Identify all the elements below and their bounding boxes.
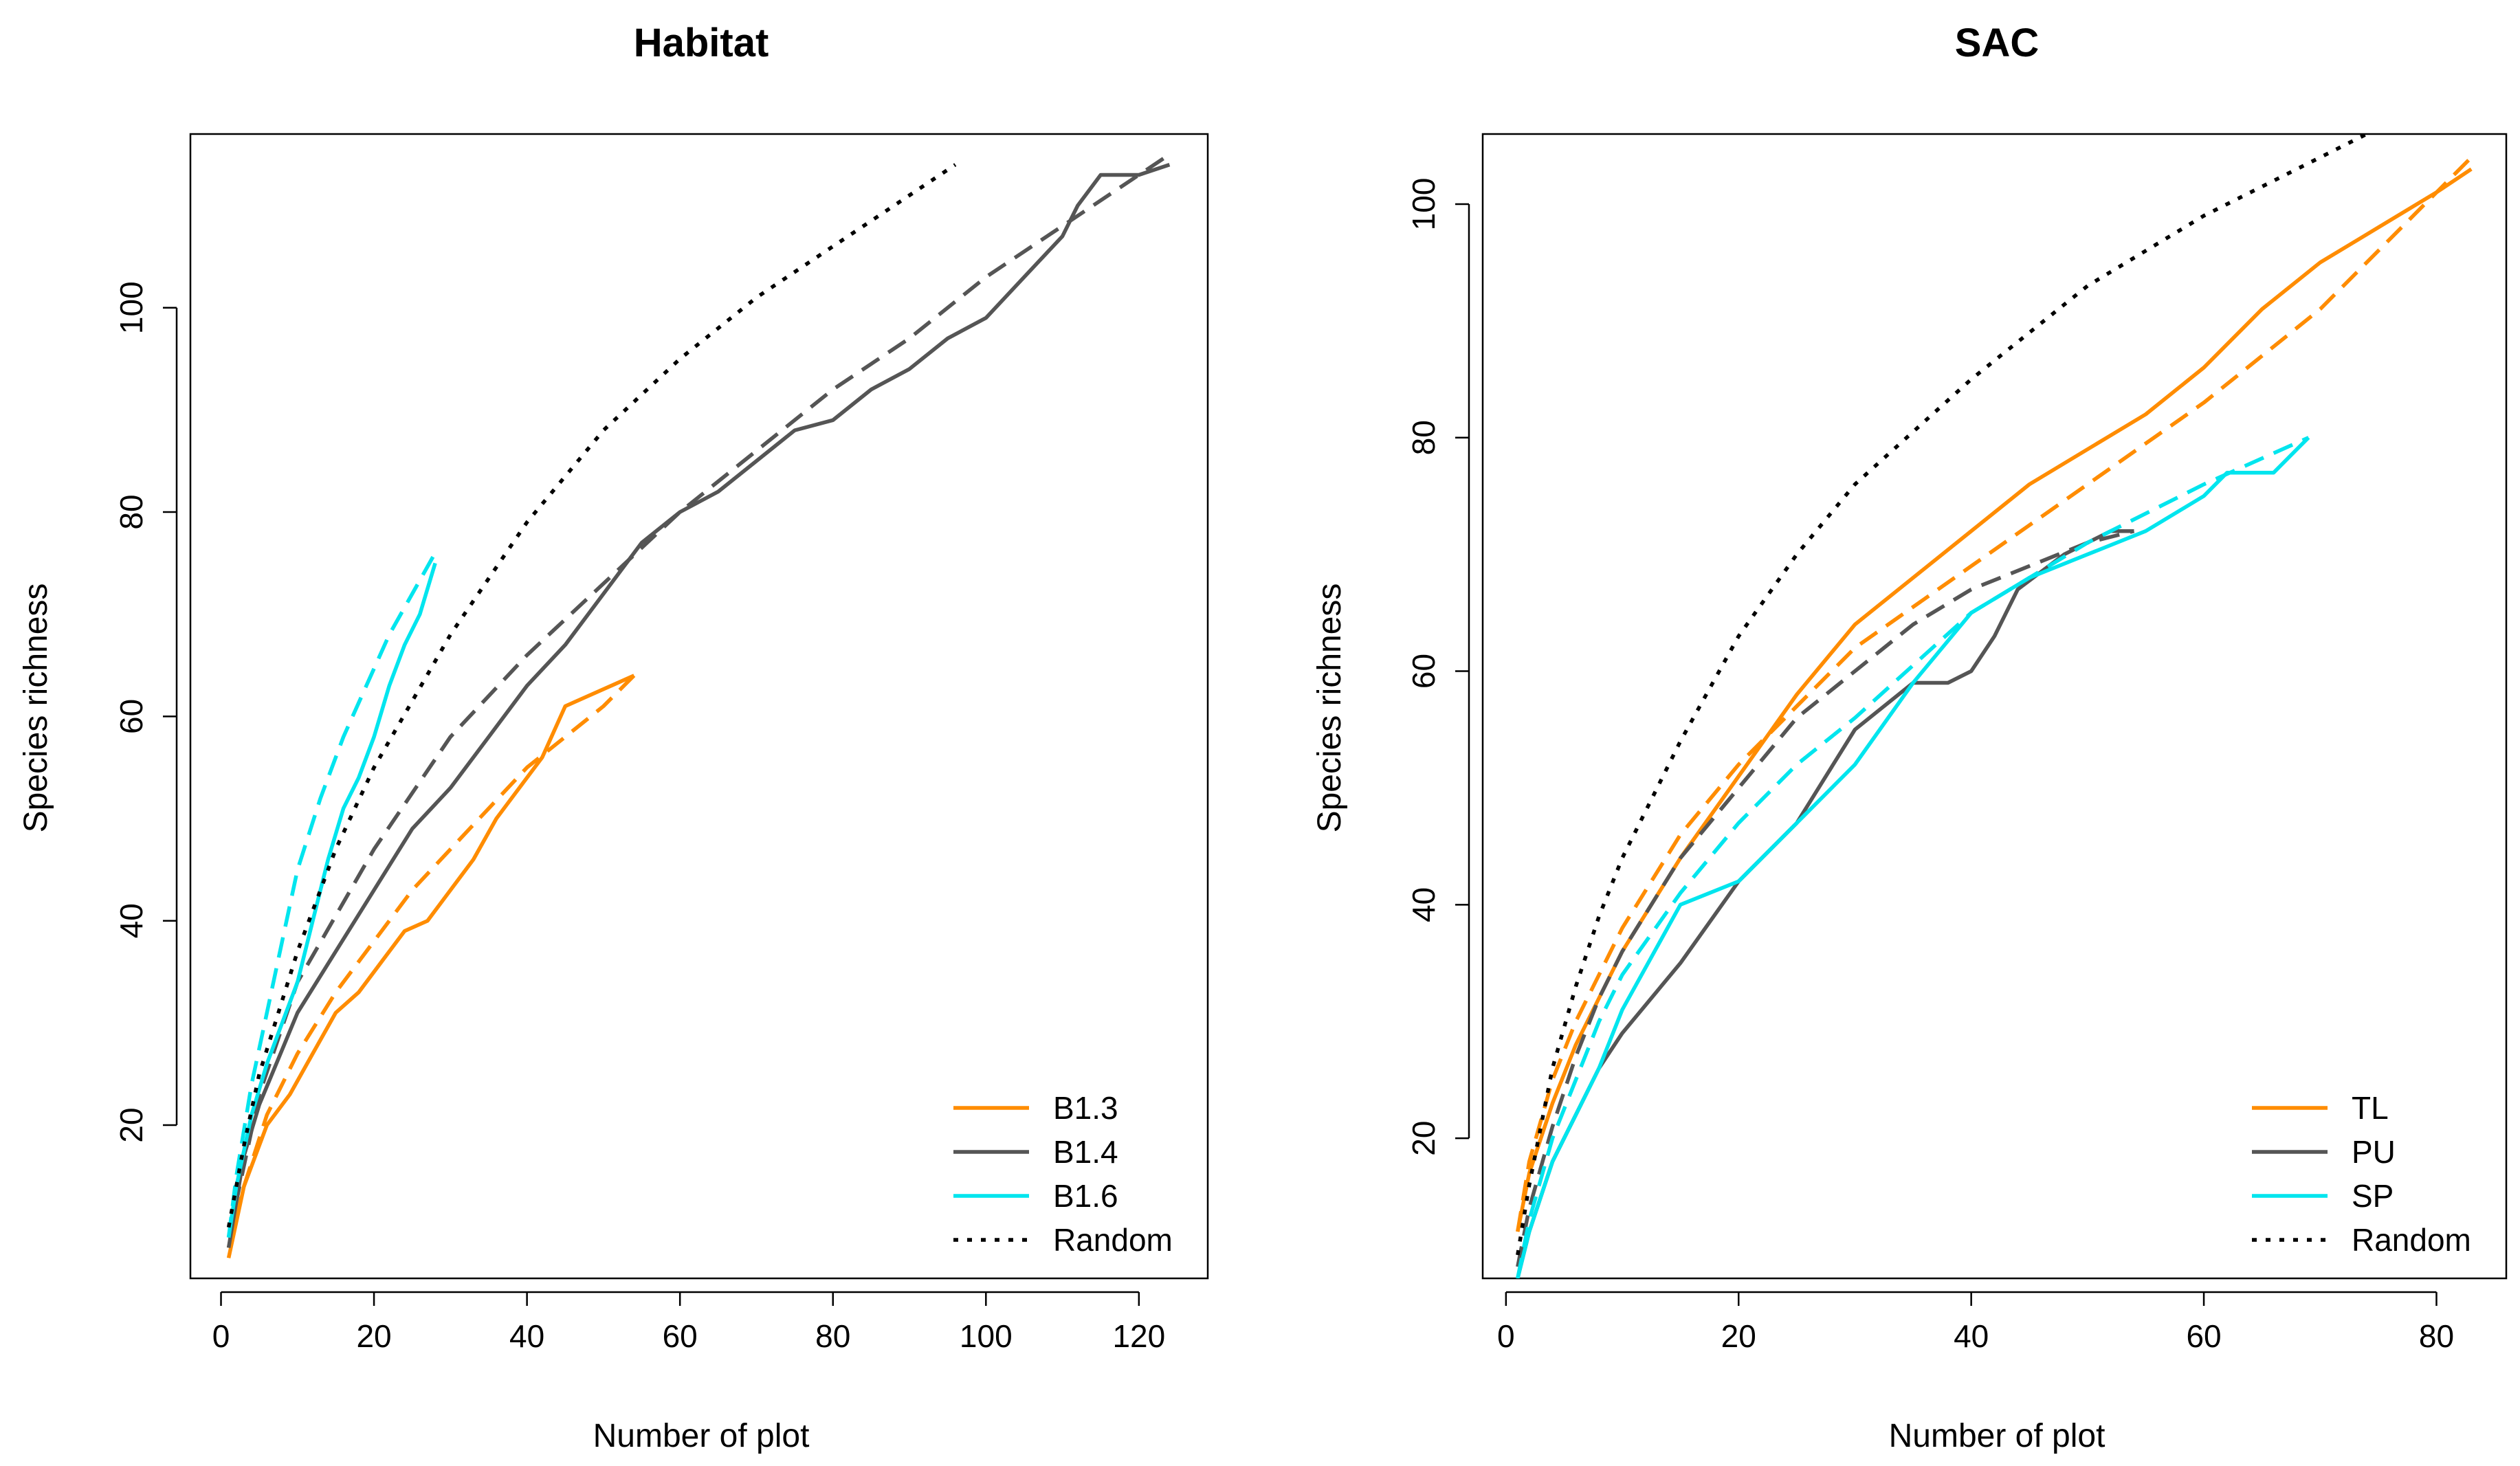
panel-habitat-x-tick-label: 0 [212,1318,230,1354]
panel-sac-series-group [1516,134,2473,1278]
panel-habitat-ylabel: Species richness [18,584,54,833]
panel-sac-xlabel: Number of plot [1889,1418,2105,1454]
panel-habitat: Habitat Number of plot Species richness [18,21,809,1454]
panel-sac-legend-label-random: Random [2352,1222,2471,1258]
panel-habitat-y-tick-label: 100 [113,281,149,334]
panel-habitat-xlabel: Number of plot [593,1418,810,1454]
panel-sac-x-tick-label: 20 [1721,1318,1756,1354]
panel-sac-series-tl [1516,167,2473,1232]
panel-habitat-legend-label-b1-4: B1.4 [1053,1134,1118,1170]
panel-sac-x-tick-label: 40 [1954,1318,1989,1354]
panel-sac-x-tick-label: 60 [2186,1318,2221,1354]
panel-sac-series-pu-fit [1516,529,2135,1267]
panel-sac-series-random [1516,134,2372,1256]
panel-habitat-legend-label-random: Random [1053,1222,1173,1258]
panel-sac-series-tl-fit [1516,156,2473,1232]
panel-sac: SAC Number of plot Species richness [1312,21,2105,1454]
panel-sac-y-tick-label: 20 [1406,1121,1441,1156]
panel-habitat-series-b1-4 [226,162,1171,1248]
panel-habitat-title: Habitat [634,21,769,65]
panel-habitat-x-tick-label: 80 [815,1318,850,1354]
panel-sac-series-pu [1516,529,2134,1278]
panel-sac-y-tick-label: 80 [1406,420,1441,455]
panel-habitat-series-b1-6-fit [226,552,437,1238]
panel-habitat-series-random [226,163,957,1228]
panel-sac-legend-label-tl: TL [2352,1090,2389,1126]
panel-habitat-series-group [226,153,1171,1258]
panel-habitat-x-tick-label: 20 [356,1318,391,1354]
panel-sac-y-tick-label: 60 [1406,654,1441,689]
panel-habitat-y-tick-label: 40 [113,903,149,938]
panel-sac-legend-label-pu: PU [2352,1134,2396,1170]
panel-habitat-series-b1-3 [226,674,635,1258]
panel-sac-ylabel: Species richness [1312,584,1348,833]
panel-habitat-series-b1-6 [226,562,437,1238]
panel-sac-y-tick-label: 100 [1406,178,1441,231]
panel-habitat-x-tick-label: 100 [960,1318,1013,1354]
panel-sac-title: SAC [1955,21,2039,65]
panel-habitat-x-tick-label: 60 [663,1318,698,1354]
panel-habitat-series-b1-4-fit [226,153,1171,1239]
panel-habitat-x-tick-label: 120 [1112,1318,1165,1354]
panel-sac-y-tick-label: 40 [1406,887,1441,922]
panel-habitat-y-tick-label: 20 [113,1107,149,1142]
panel-sac-series-sp [1516,436,2310,1278]
panel-sac-series-sp-fit [1516,436,2310,1278]
panel-habitat-plot-frame [189,133,1209,1280]
panel-habitat-y-tick-label: 60 [113,699,149,734]
panel-habitat-legend-label-b1-3: B1.3 [1053,1090,1118,1126]
panel-habitat-series-b1-3-fit [226,674,636,1249]
panel-habitat-legend-label-b1-6: B1.6 [1053,1178,1118,1214]
panel-habitat-x-tick-label: 40 [509,1318,544,1354]
panel-habitat-y-tick-label: 80 [113,494,149,529]
panel-sac-plot-frame [1481,133,2508,1280]
panel-sac-x-tick-label: 80 [2419,1318,2454,1354]
panel-sac-legend-label-sp: SP [2352,1178,2394,1214]
panel-sac-x-tick-label: 0 [1497,1318,1515,1354]
